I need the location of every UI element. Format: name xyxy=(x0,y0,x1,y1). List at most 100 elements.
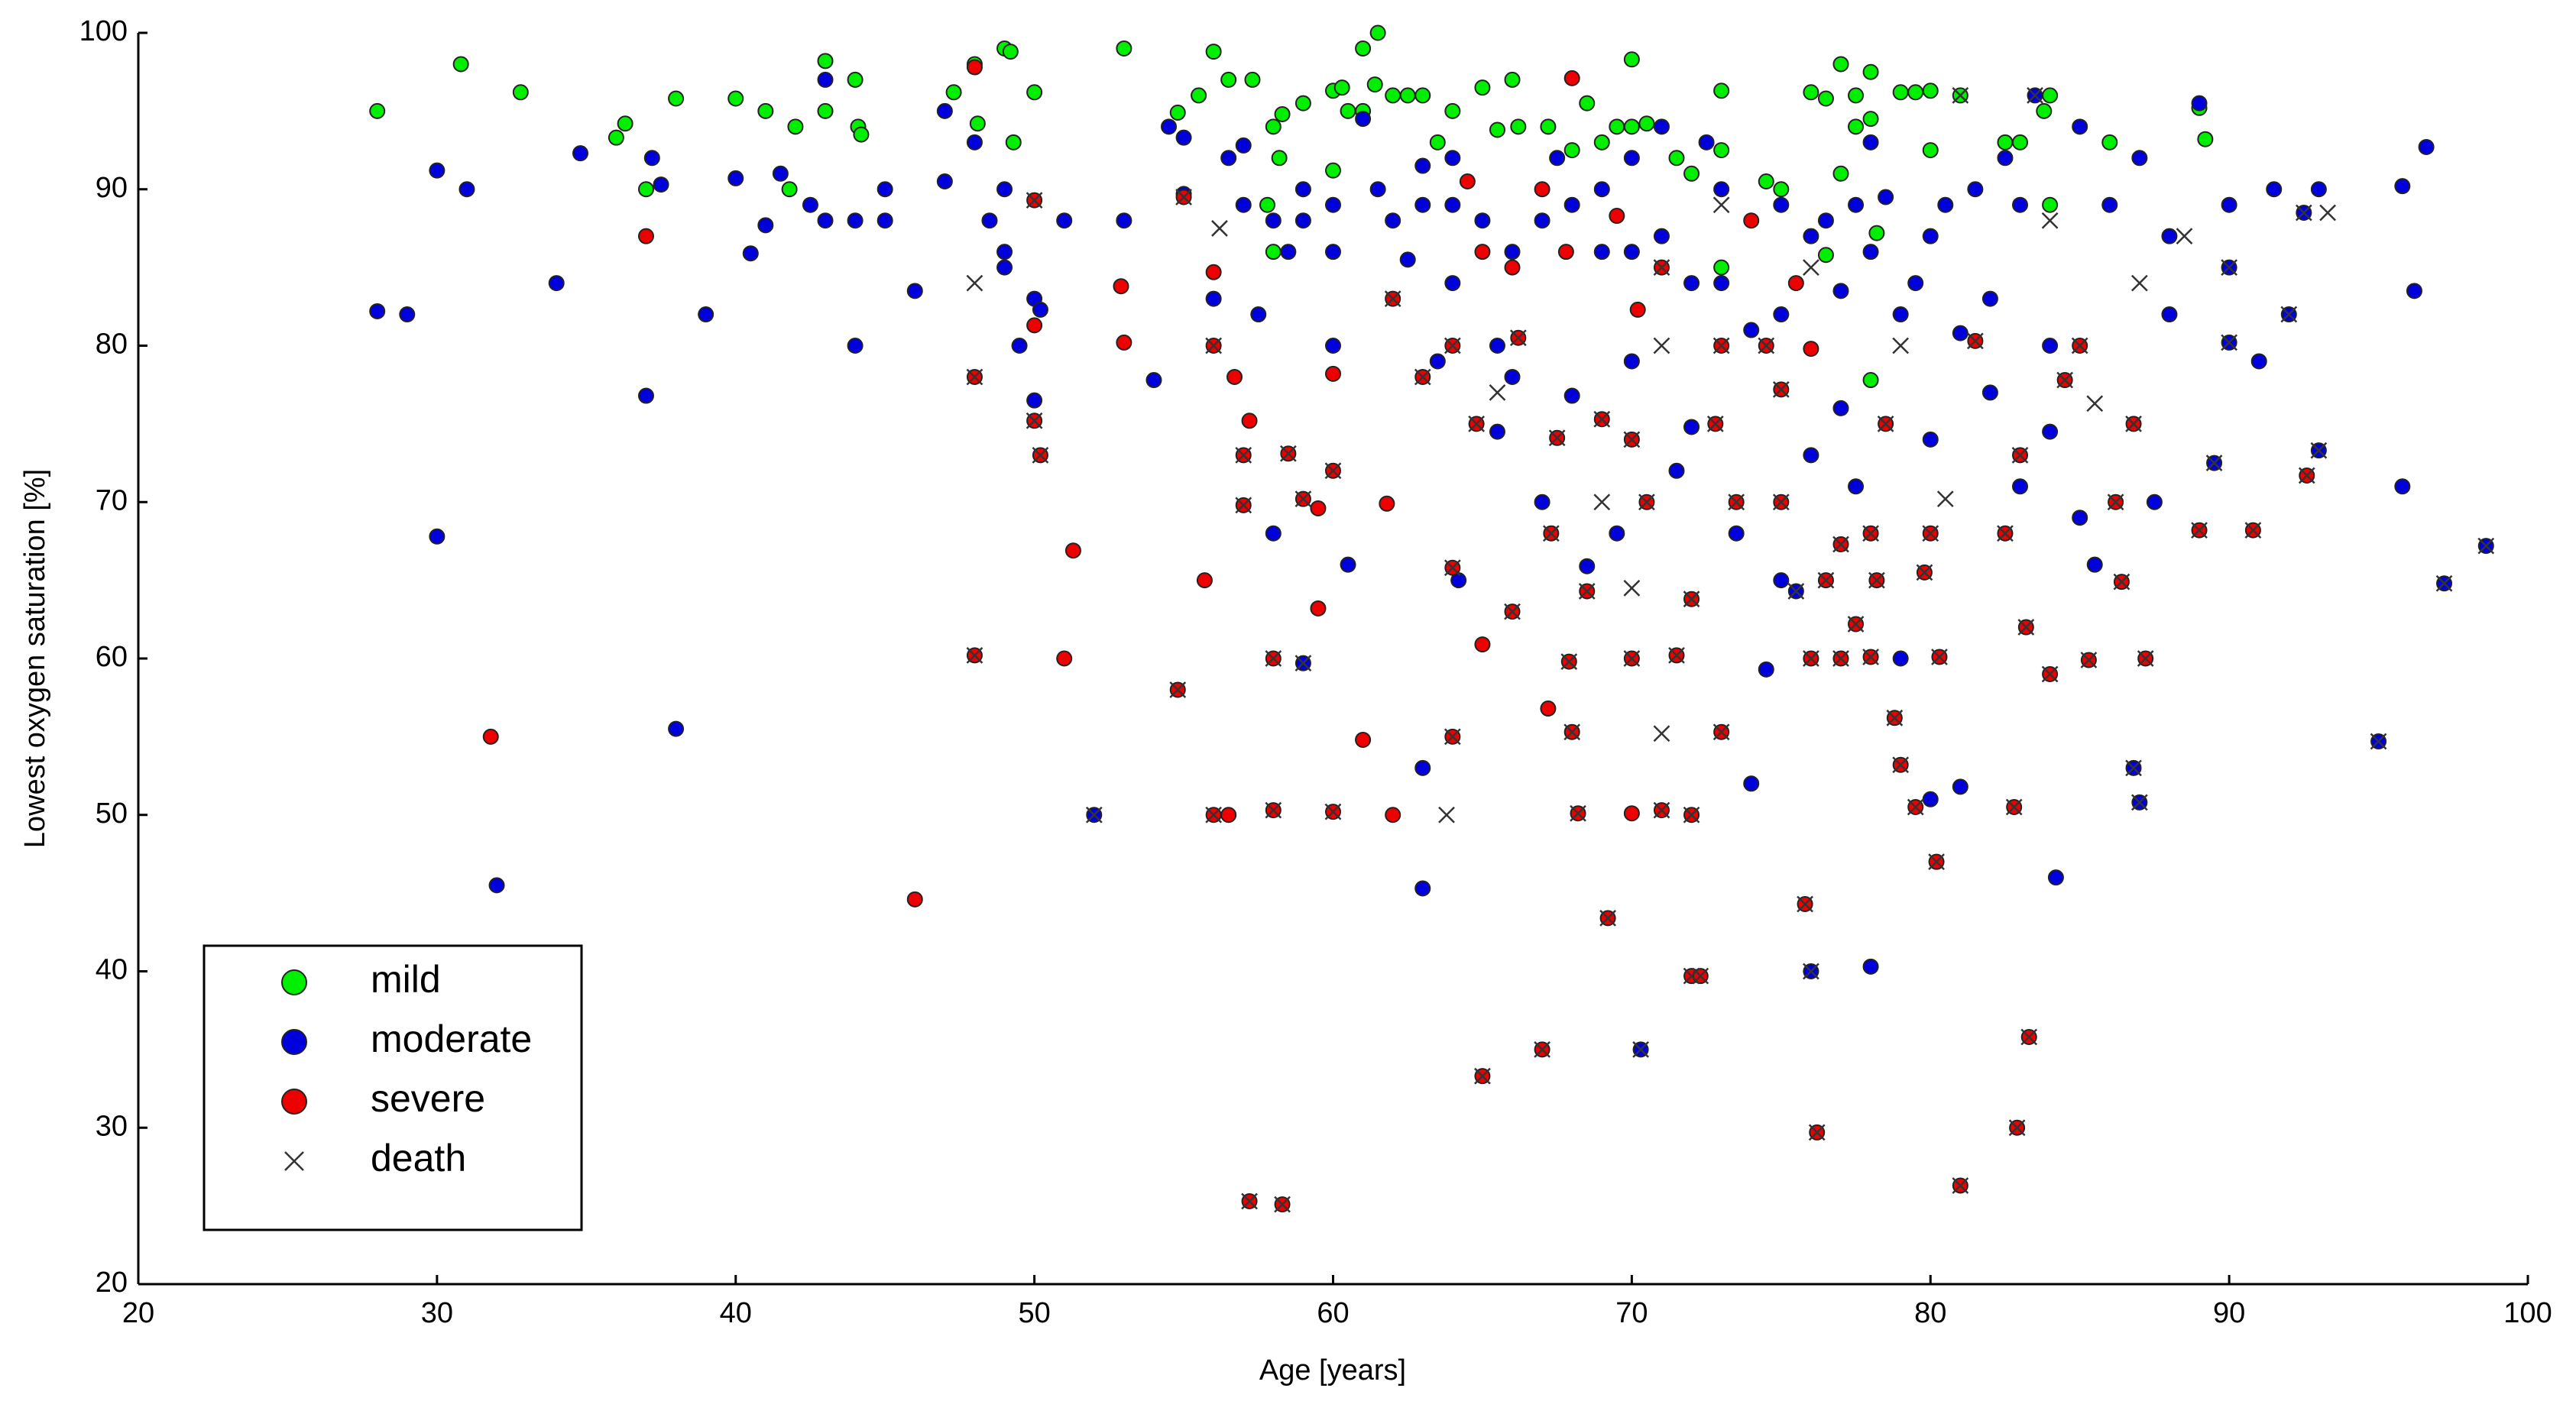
point xyxy=(1728,525,1745,542)
legend-label: mild xyxy=(371,958,441,1001)
death-marker xyxy=(1241,1192,1258,1210)
point xyxy=(996,181,1013,198)
point xyxy=(369,102,386,119)
point xyxy=(802,196,818,213)
death-marker xyxy=(1324,803,1342,820)
point xyxy=(1325,244,1341,260)
point xyxy=(1803,447,1819,464)
death-marker xyxy=(1175,189,1192,205)
death-marker xyxy=(2130,274,2148,292)
point xyxy=(1743,212,1760,229)
point xyxy=(1534,181,1550,198)
point xyxy=(1668,150,1685,167)
point xyxy=(2394,178,2411,195)
point xyxy=(1265,525,1282,542)
point xyxy=(1369,24,1386,41)
point xyxy=(1310,600,1327,616)
death-marker xyxy=(1534,1040,1550,1058)
point xyxy=(1862,958,1879,975)
point xyxy=(1504,71,1521,88)
point xyxy=(1474,636,1491,653)
death-marker xyxy=(1772,380,1790,398)
point xyxy=(452,56,469,73)
point xyxy=(643,150,660,167)
y-tick-label: 70 xyxy=(96,484,128,516)
death-marker xyxy=(1509,329,1527,347)
death-marker xyxy=(2125,415,2142,432)
death-marker xyxy=(1712,196,1730,214)
y-axis-label: Lowest oxygen saturation [%] xyxy=(19,469,51,848)
point xyxy=(969,115,986,132)
death-marker xyxy=(1235,446,1252,464)
death-marker xyxy=(1758,337,1775,354)
death-marker xyxy=(1623,650,1641,667)
point xyxy=(429,528,446,545)
death-marker xyxy=(1274,1196,1291,1213)
death-marker xyxy=(2435,574,2453,592)
point xyxy=(668,720,685,737)
point xyxy=(1892,650,1909,667)
y-tick-label: 30 xyxy=(96,1110,128,1142)
point xyxy=(1683,275,1700,292)
point xyxy=(1638,115,1655,132)
death-marker xyxy=(1683,591,1700,608)
point xyxy=(1609,208,1625,225)
point xyxy=(772,165,789,182)
point xyxy=(1355,111,1372,128)
point xyxy=(1937,196,1954,213)
point xyxy=(1056,212,1073,229)
point xyxy=(853,126,870,143)
death-marker xyxy=(1728,493,1745,511)
death-marker xyxy=(1692,967,1709,985)
point xyxy=(1817,212,1834,229)
death-marker xyxy=(2017,619,2035,636)
point xyxy=(1549,150,1566,167)
point xyxy=(1832,165,1849,182)
x-tick-label: 90 xyxy=(2213,1297,2245,1329)
point xyxy=(2042,196,2059,213)
x-tick-label: 100 xyxy=(2503,1297,2552,1329)
point xyxy=(1563,387,1580,404)
death-marker xyxy=(1847,616,1865,633)
point xyxy=(1848,478,1865,495)
point xyxy=(2266,181,2283,198)
death-marker xyxy=(1936,490,1954,508)
legend: mild moderate severe death xyxy=(203,944,583,1231)
point xyxy=(1459,173,1476,190)
death-marker xyxy=(1862,525,1879,542)
point xyxy=(1340,556,1356,573)
point xyxy=(1116,334,1132,351)
point xyxy=(1817,247,1834,264)
point xyxy=(1862,111,1879,128)
point xyxy=(1907,84,1924,101)
point xyxy=(1355,40,1372,57)
point xyxy=(1489,338,1505,354)
point xyxy=(1510,118,1527,135)
point xyxy=(1026,84,1043,101)
point xyxy=(1713,275,1730,292)
death-marker xyxy=(1886,709,1904,726)
death-marker xyxy=(1797,895,1813,913)
point xyxy=(996,259,1013,276)
point xyxy=(1399,251,1416,268)
death-marker xyxy=(1468,415,1486,432)
death-marker xyxy=(1808,1124,1826,1141)
point xyxy=(1997,150,2014,167)
death-marker xyxy=(1868,571,1885,589)
point xyxy=(1294,95,1311,112)
point xyxy=(966,134,983,150)
point xyxy=(1113,278,1129,295)
point xyxy=(1773,181,1790,198)
point xyxy=(1557,244,1574,260)
point xyxy=(1175,129,1192,146)
point xyxy=(1868,225,1885,241)
point xyxy=(2042,423,2059,440)
point xyxy=(1609,118,1625,135)
point xyxy=(1011,338,1028,354)
point xyxy=(1235,137,1252,154)
point xyxy=(1540,701,1557,717)
death-marker xyxy=(1653,337,1670,354)
point xyxy=(637,181,654,198)
x-axis-label: Age [years] xyxy=(1259,1354,1406,1386)
point xyxy=(1325,338,1341,354)
